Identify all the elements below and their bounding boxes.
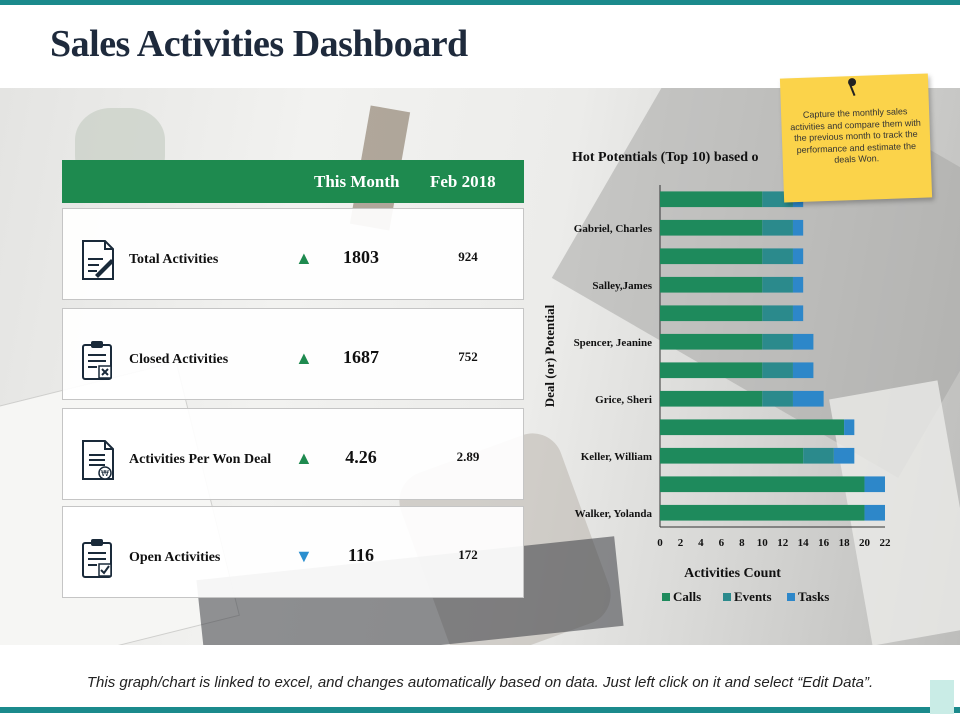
document-money-icon: ₩ — [82, 440, 114, 480]
x-tick-label: 22 — [880, 537, 892, 549]
x-tick-label: 16 — [818, 537, 830, 549]
col-header-this-month: This Month — [314, 172, 400, 191]
y-tick-label: Spencer, Jeanine — [574, 337, 653, 349]
y-tick-label: Salley,James — [592, 280, 652, 292]
x-tick-label: 4 — [698, 537, 704, 549]
legend-swatch-events — [723, 593, 731, 601]
col-header-prev-month: Feb 2018 — [430, 172, 496, 191]
clipboard-check-icon — [82, 539, 112, 578]
bar-events — [762, 248, 793, 265]
metric-this-month: 116 — [347, 545, 374, 565]
y-tick-label: Grice, Sheri — [595, 394, 652, 406]
metric-label: Total Activities — [129, 252, 219, 267]
metric-this-month: 1687 — [343, 347, 379, 367]
metric-this-month: 1803 — [343, 247, 379, 267]
metric-row-open-activities: Open Activities ▼ 116 172 — [62, 506, 524, 598]
x-tick-label: 0 — [657, 537, 663, 549]
metric-prev-month: 2.89 — [456, 449, 480, 464]
bar-tasks — [792, 248, 804, 265]
x-tick-label: 6 — [719, 537, 725, 549]
bar-calls — [660, 276, 763, 293]
bar-events — [762, 219, 793, 236]
bar-calls — [660, 419, 845, 436]
svg-text:₩: ₩ — [101, 469, 109, 478]
sticky-note: Capture the monthly sales activities and… — [779, 73, 933, 203]
metric-this-month: 4.26 — [345, 447, 377, 467]
bar-tasks — [792, 276, 804, 293]
bar-tasks — [864, 476, 885, 493]
metric-row-activities-per-won-deal: ₩ Activities Per Won Deal ▲ 4.26 2.89 — [62, 408, 524, 500]
y-tick-label: Gabriel, Charles — [574, 223, 653, 235]
bar-calls — [660, 333, 763, 350]
metric-prev-month: 924 — [458, 249, 478, 264]
corner-decoration — [930, 680, 954, 714]
y-axis-title: Deal (or) Potential — [542, 304, 557, 407]
legend-swatch-calls — [662, 593, 670, 601]
x-tick-label: 18 — [839, 537, 851, 549]
bar-tasks — [792, 362, 814, 379]
trend-up-icon: ▲ — [295, 248, 313, 268]
bar-tasks — [792, 305, 804, 322]
bar-calls — [660, 248, 763, 265]
legend-swatch-tasks — [787, 593, 795, 601]
chart-canvas: Walker, Yolanda Keller, William Grice, She… — [542, 185, 892, 604]
metric-label: Closed Activities — [129, 352, 229, 367]
x-tick-label: 20 — [859, 537, 871, 549]
table-header: This Month Feb 2018 — [62, 160, 524, 203]
x-axis-title: Activities Count — [684, 566, 781, 581]
legend-label-events: Events — [734, 589, 772, 604]
bar-calls — [660, 390, 763, 407]
trend-up-icon: ▲ — [295, 348, 313, 368]
metric-prev-month: 752 — [458, 349, 478, 364]
x-tick-label: 14 — [798, 537, 810, 549]
document-pen-icon — [82, 240, 114, 280]
metric-prev-month: 172 — [458, 547, 478, 562]
bar-calls — [660, 504, 865, 521]
hot-potentials-chart: Hot Potentials (Top 10) based o Walker, … — [530, 140, 900, 620]
bar-calls — [660, 476, 865, 493]
bar-calls — [660, 305, 763, 322]
x-tick-label: 10 — [757, 537, 769, 549]
x-tick-label: 12 — [777, 537, 789, 549]
metric-row-total-activities: Total Activities ▲ 1803 924 — [62, 208, 524, 300]
bar-calls — [660, 219, 763, 236]
bar-tasks — [833, 447, 855, 464]
metric-label: Activities Per Won Deal — [129, 452, 272, 467]
y-tick-label: Walker, Yolanda — [575, 508, 653, 520]
bar-calls — [660, 191, 763, 208]
x-tick-label: 2 — [678, 537, 684, 549]
bar-events — [762, 276, 793, 293]
y-tick-label: Keller, William — [581, 451, 652, 463]
metric-label: Open Activities — [129, 550, 221, 565]
legend-label-calls: Calls — [673, 589, 701, 604]
bottom-accent-bar — [0, 707, 960, 713]
bar-tasks — [792, 390, 824, 407]
bar-tasks — [792, 219, 804, 236]
bar-events — [762, 362, 793, 379]
page-title: Sales Activities Dashboard — [50, 23, 468, 65]
trend-up-icon: ▲ — [295, 448, 313, 468]
bar-events — [803, 447, 834, 464]
bar-events — [762, 305, 793, 322]
metric-row-closed-activities: Closed Activities ▲ 1687 752 — [62, 308, 524, 400]
bar-calls — [660, 447, 804, 464]
top-accent-bar — [0, 0, 960, 5]
bar-tasks — [792, 333, 814, 350]
trend-down-icon: ▼ — [295, 546, 313, 566]
sticky-note-text: Capture the monthly sales activities and… — [790, 106, 921, 165]
legend-label-tasks: Tasks — [798, 589, 829, 604]
bar-tasks — [844, 419, 855, 436]
chart-title: Hot Potentials (Top 10) based o — [572, 150, 759, 165]
bar-tasks — [864, 504, 885, 521]
bar-calls — [660, 362, 763, 379]
x-tick-label: 8 — [739, 537, 745, 549]
clipboard-x-icon — [82, 341, 112, 380]
bar-events — [762, 390, 793, 407]
footer-note: This graph/chart is linked to excel, and… — [86, 674, 874, 691]
bar-events — [762, 333, 793, 350]
